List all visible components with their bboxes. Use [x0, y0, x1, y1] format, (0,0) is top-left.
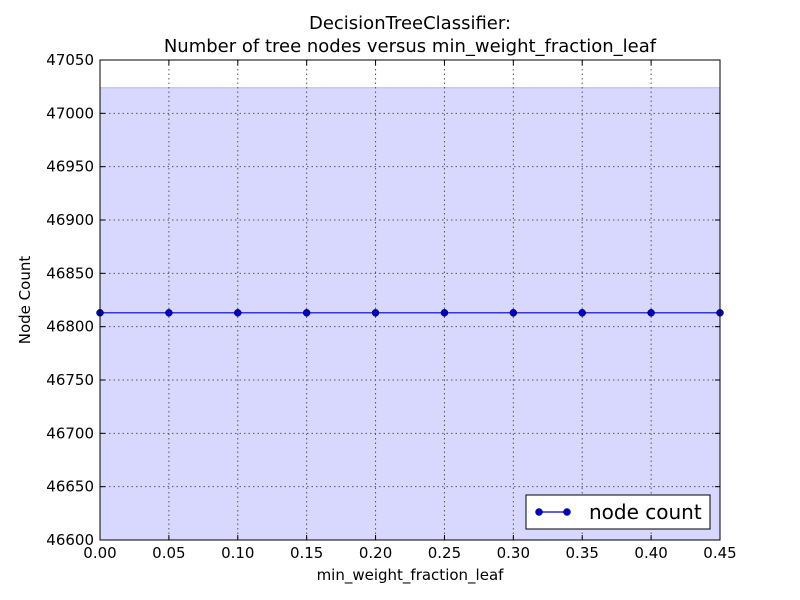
x-tick-label: 0.10 [221, 544, 254, 562]
y-tick-label: 46700 [46, 424, 94, 442]
data-point [440, 309, 449, 317]
y-tick-label: 46900 [46, 211, 94, 229]
data-point [302, 309, 311, 317]
plot-frame [99, 59, 721, 541]
y-axis: 46600 46650 46700 46750 46800 46850 46900 46950… [46, 51, 720, 549]
x-tick-label: 0.20 [359, 544, 392, 562]
y-axis-label: Node Count [16, 256, 34, 345]
y-tick-label: 46650 [46, 478, 94, 496]
y-tick-label: 46950 [46, 158, 94, 176]
data-point [165, 309, 173, 317]
x-tick-label: 0.35 [566, 544, 599, 562]
data-point [371, 309, 380, 317]
y-tick-label: 47050 [46, 51, 94, 69]
legend-marker [563, 508, 571, 516]
data-point [647, 309, 655, 317]
y-tick-label: 47000 [46, 104, 94, 122]
y-tick-label: 46600 [46, 531, 94, 549]
x-tick-label: 0.45 [703, 544, 736, 562]
x-axis-label: min_weight_fraction_leaf [317, 566, 505, 585]
plot-area [96, 59, 724, 541]
x-tick-label: 0.30 [497, 544, 530, 562]
data-point [234, 309, 242, 317]
chart-subtitle: Number of tree nodes versus min_weight_f… [164, 36, 657, 57]
legend: node count [525, 494, 711, 530]
legend-label-node-count: node count [589, 500, 702, 524]
x-tick-label: 0.05 [152, 544, 185, 562]
data-point [509, 309, 518, 317]
x-axis: 0.00 0.05 0.10 0.15 0.20 0.25 0.30 0.35 0.40 0.45 [83, 60, 737, 562]
x-tick-label: 0.00 [83, 544, 116, 562]
x-tick-label: 0.40 [634, 544, 667, 562]
confidence-band [99, 87, 721, 541]
y-tick-label: 46800 [46, 318, 94, 336]
data-point [578, 309, 586, 317]
chart-title: DecisionTreeClassifier: [309, 13, 511, 34]
x-tick-label: 0.15 [290, 544, 323, 562]
legend-marker [535, 508, 543, 516]
x-tick-label: 0.25 [428, 544, 461, 562]
series-layer [96, 309, 724, 317]
y-tick-label: 46850 [46, 264, 94, 282]
y-tick-label: 46750 [46, 371, 94, 389]
